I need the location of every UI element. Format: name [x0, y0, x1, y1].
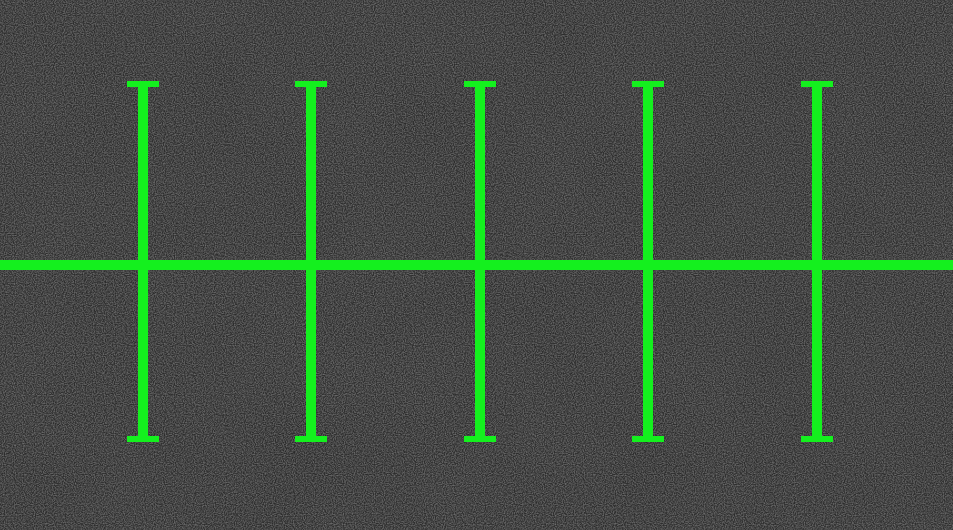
divider-bar [643, 83, 653, 440]
divider-top-cap [632, 81, 664, 87]
divider-bottom-cap [632, 436, 664, 442]
stall-divider [464, 81, 496, 442]
stall-divider [127, 81, 159, 442]
divider-bar [138, 83, 148, 440]
divider-bar [812, 83, 822, 440]
divider-top-cap [464, 81, 496, 87]
divider-top-cap [127, 81, 159, 87]
divider-bottom-cap [464, 436, 496, 442]
parking-lines [0, 81, 953, 442]
stall-divider [801, 81, 833, 442]
stall-divider [632, 81, 664, 442]
divider-bar [475, 83, 485, 440]
divider-bar [306, 83, 316, 440]
divider-top-cap [295, 81, 327, 87]
stall-divider [295, 81, 327, 442]
divider-bottom-cap [127, 436, 159, 442]
divider-bottom-cap [801, 436, 833, 442]
divider-bottom-cap [295, 436, 327, 442]
divider-top-cap [801, 81, 833, 87]
